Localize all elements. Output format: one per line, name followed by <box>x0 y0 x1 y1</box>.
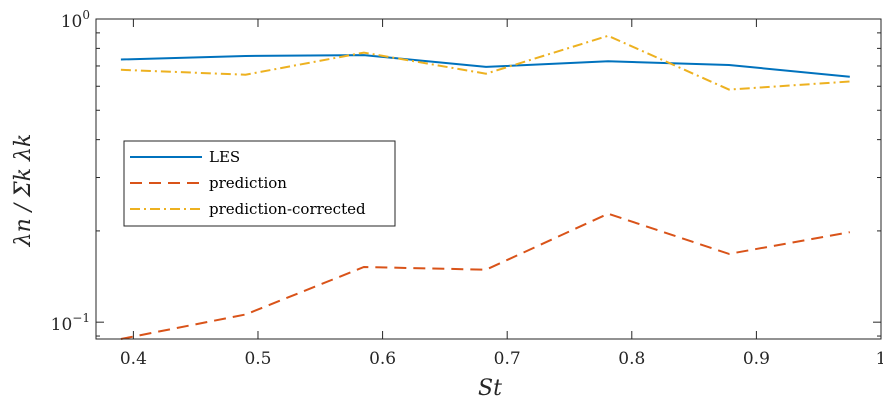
legend-label: prediction-corrected <box>209 200 366 218</box>
x-tick-label: 0.8 <box>618 349 645 369</box>
x-tick-label: 0.5 <box>244 349 271 369</box>
legend: LES prediction prediction-corrected <box>123 140 396 227</box>
x-tick-label: 1 <box>876 349 883 369</box>
x-tick-label: 0.4 <box>120 349 147 369</box>
x-tick-labels: 0.4 0.5 0.6 0.7 0.8 0.9 1 <box>120 349 883 369</box>
y-tick-labels: 10−1 100 <box>51 8 90 335</box>
series-line-prediction-corrected <box>120 34 850 91</box>
legend-label: LES <box>209 148 240 166</box>
plot-frame <box>95 18 882 340</box>
series-line-les <box>120 54 850 78</box>
legend-label: prediction <box>209 174 287 192</box>
series-lines <box>120 34 850 340</box>
y-axis-label: λn / Σk λk <box>11 134 36 248</box>
x-tick-label: 0.9 <box>743 349 770 369</box>
x-axis-label: St <box>478 376 502 401</box>
x-tick-label: 0.7 <box>494 349 521 369</box>
y-tick-label: 100 <box>61 8 90 32</box>
series-line-prediction <box>120 212 850 340</box>
x-tick-label: 0.6 <box>369 349 396 369</box>
y-tick-label: 10−1 <box>51 311 90 335</box>
